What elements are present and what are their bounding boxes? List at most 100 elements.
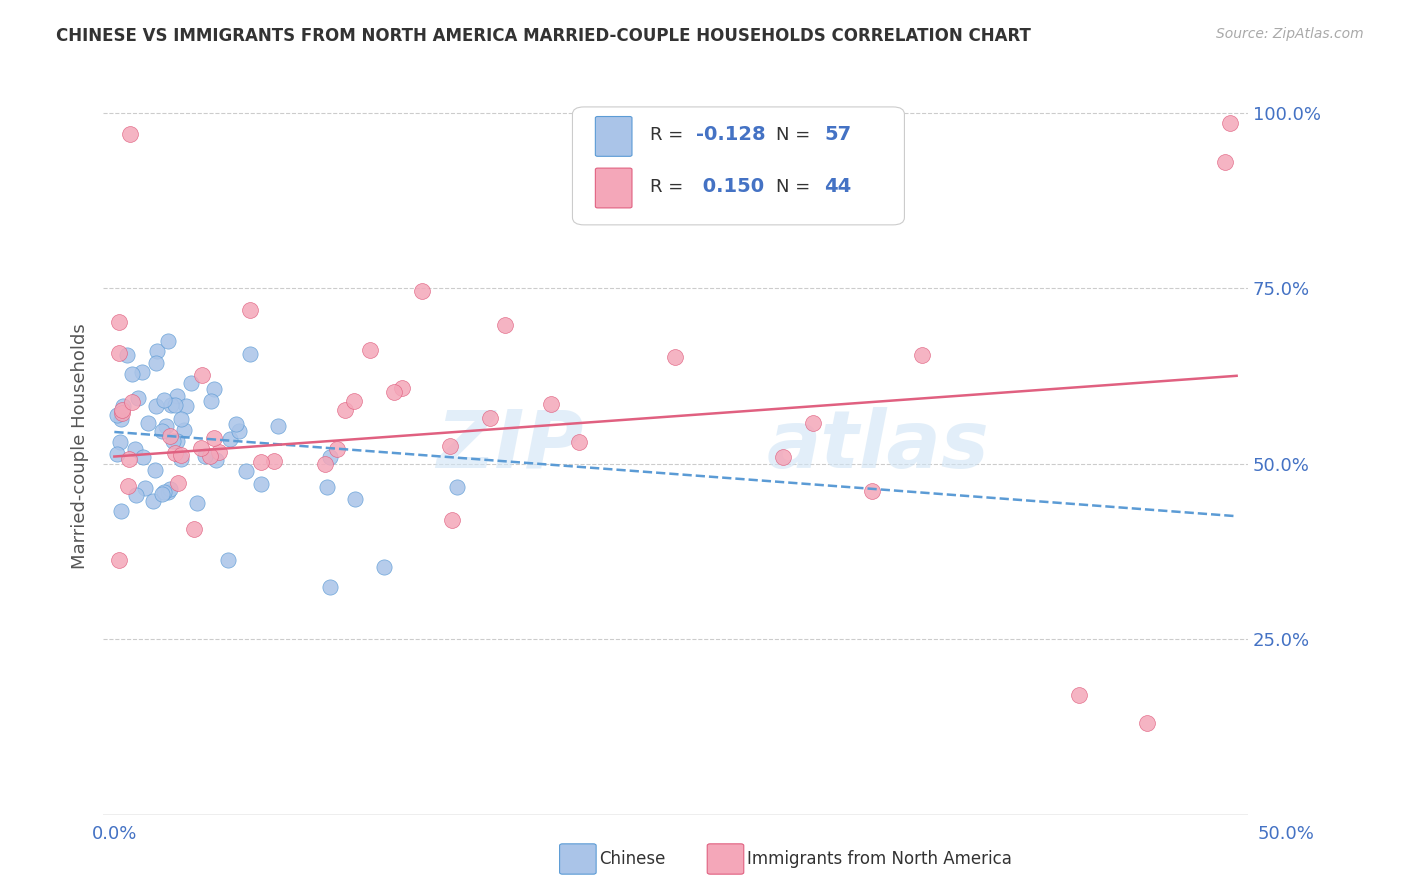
Text: 57: 57 bbox=[824, 126, 852, 145]
Point bbox=[160, 399, 183, 413]
Point bbox=[124, 442, 146, 457]
Point bbox=[150, 424, 173, 438]
Point bbox=[108, 553, 131, 567]
Point bbox=[479, 411, 502, 425]
Point bbox=[146, 344, 169, 359]
Point bbox=[218, 432, 240, 446]
Point bbox=[200, 393, 222, 408]
Point bbox=[111, 402, 134, 417]
Point bbox=[439, 439, 461, 453]
FancyBboxPatch shape bbox=[595, 168, 631, 208]
Point bbox=[121, 367, 143, 381]
Point bbox=[208, 445, 231, 459]
FancyBboxPatch shape bbox=[595, 117, 631, 156]
Point bbox=[494, 318, 516, 332]
Point bbox=[120, 127, 142, 141]
Point bbox=[180, 376, 202, 390]
Point bbox=[446, 480, 468, 494]
Point bbox=[314, 458, 336, 472]
Point bbox=[155, 419, 177, 434]
Point bbox=[131, 365, 153, 379]
Point bbox=[860, 484, 883, 499]
Point bbox=[411, 285, 433, 299]
Point bbox=[105, 447, 128, 461]
Text: Source: ZipAtlas.com: Source: ZipAtlas.com bbox=[1216, 27, 1364, 41]
Point bbox=[373, 560, 395, 574]
Point bbox=[145, 399, 167, 413]
Point bbox=[108, 315, 131, 329]
Point bbox=[163, 398, 186, 412]
Point bbox=[190, 441, 212, 455]
Point bbox=[1069, 688, 1091, 702]
Point bbox=[911, 348, 934, 362]
Point bbox=[228, 424, 250, 438]
Text: CHINESE VS IMMIGRANTS FROM NORTH AMERICA MARRIED-COUPLE HOUSEHOLDS CORRELATION C: CHINESE VS IMMIGRANTS FROM NORTH AMERICA… bbox=[56, 27, 1031, 45]
Point bbox=[153, 485, 176, 500]
Text: 44: 44 bbox=[824, 177, 852, 196]
Point bbox=[127, 391, 149, 405]
Point bbox=[359, 343, 381, 358]
Point bbox=[194, 450, 217, 464]
Point bbox=[143, 462, 166, 476]
Point bbox=[1219, 116, 1241, 130]
Point bbox=[173, 423, 195, 437]
Point bbox=[157, 484, 180, 499]
Point bbox=[263, 454, 285, 468]
Point bbox=[205, 453, 228, 467]
Point bbox=[118, 452, 141, 467]
Point bbox=[145, 356, 167, 370]
Text: R =: R = bbox=[651, 178, 689, 195]
Point bbox=[157, 334, 180, 348]
Y-axis label: Married-couple Households: Married-couple Households bbox=[72, 323, 89, 569]
Point bbox=[174, 399, 197, 413]
Point bbox=[162, 434, 184, 449]
Point bbox=[105, 408, 128, 422]
Point bbox=[249, 476, 271, 491]
Point bbox=[202, 382, 225, 396]
Text: R =: R = bbox=[651, 126, 689, 144]
Point bbox=[343, 492, 366, 507]
Point bbox=[217, 553, 239, 567]
Point bbox=[1215, 154, 1237, 169]
Point bbox=[202, 431, 225, 445]
Text: ZIP: ZIP bbox=[436, 407, 583, 485]
Point bbox=[239, 347, 262, 361]
Text: Immigrants from North America: Immigrants from North America bbox=[747, 850, 1011, 868]
Point bbox=[250, 455, 273, 469]
Point bbox=[166, 434, 188, 448]
Point bbox=[132, 450, 155, 464]
Text: 0.150: 0.150 bbox=[696, 177, 765, 196]
Point bbox=[186, 496, 208, 510]
Point bbox=[115, 348, 138, 362]
Point bbox=[343, 393, 366, 408]
Text: N =: N = bbox=[776, 126, 817, 144]
Point bbox=[267, 418, 290, 433]
Point bbox=[183, 522, 205, 536]
Point bbox=[440, 513, 463, 527]
Text: N =: N = bbox=[776, 178, 817, 195]
Point bbox=[170, 452, 193, 467]
Point bbox=[200, 449, 222, 463]
Point bbox=[152, 487, 174, 501]
Text: atlas: atlas bbox=[768, 407, 990, 485]
Point bbox=[121, 395, 143, 409]
Point bbox=[166, 389, 188, 403]
Point bbox=[170, 412, 193, 426]
Point bbox=[134, 481, 156, 495]
Point bbox=[225, 417, 247, 432]
Point bbox=[801, 417, 824, 431]
Point bbox=[152, 393, 174, 408]
FancyBboxPatch shape bbox=[572, 107, 904, 225]
Point bbox=[664, 350, 686, 364]
Point bbox=[1136, 716, 1159, 731]
Point bbox=[382, 384, 405, 399]
Point bbox=[110, 411, 132, 425]
Point bbox=[111, 406, 134, 420]
Point bbox=[333, 403, 356, 417]
Point bbox=[316, 480, 339, 494]
Point bbox=[112, 399, 135, 413]
Point bbox=[117, 479, 139, 493]
Point bbox=[239, 303, 262, 318]
Text: 50.0%: 50.0% bbox=[1258, 825, 1315, 843]
Point bbox=[110, 434, 132, 449]
